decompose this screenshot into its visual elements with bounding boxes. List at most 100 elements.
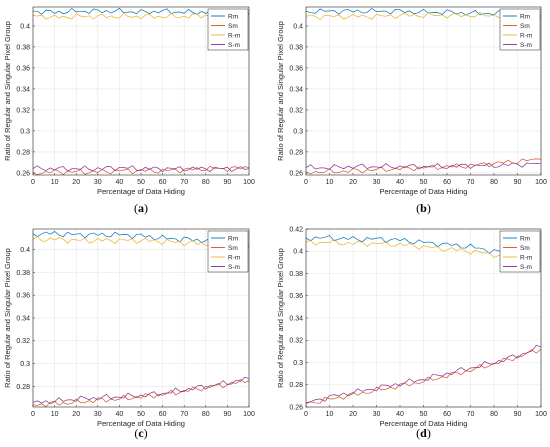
legend-label: Sm xyxy=(228,245,238,252)
series-line-s-m xyxy=(305,345,542,403)
x-tick-label: 30 xyxy=(94,179,102,186)
series-line-s-m xyxy=(32,165,250,173)
legend-label: Rm xyxy=(228,235,238,242)
x-tick-label: 60 xyxy=(443,411,451,418)
legend-label: S-m xyxy=(520,42,532,49)
x-tick-label: 20 xyxy=(72,179,80,186)
x-tick-label: 50 xyxy=(137,179,145,186)
y-tick-label: 0.32 xyxy=(16,338,30,345)
x-tick-label: 70 xyxy=(180,179,188,186)
y-tick-label: 0.28 xyxy=(289,149,303,156)
x-tick-label: 10 xyxy=(326,179,334,186)
legend-label: Rm xyxy=(520,235,530,242)
legend-label: R-m xyxy=(520,254,532,261)
series-line-sm xyxy=(32,165,250,176)
legend: Rm Sm R-m S-m xyxy=(499,8,541,51)
caption-paren: ) xyxy=(427,201,431,215)
x-tick-label: 100 xyxy=(535,411,547,418)
x-tick-label: 0 xyxy=(31,179,35,186)
panel-caption: (b) xyxy=(416,201,431,215)
legend-label: S-m xyxy=(228,264,240,271)
y-tick-label: 0.38 xyxy=(16,44,30,51)
caption-letter: c xyxy=(138,426,144,440)
x-tick-label: 90 xyxy=(224,411,232,418)
y-tick-label: 0.26 xyxy=(289,170,303,177)
caption-paren: ( xyxy=(416,201,420,215)
y-tick-label: 0.3 xyxy=(293,360,303,367)
x-tick-label: 60 xyxy=(159,411,167,418)
y-tick-label: 0.28 xyxy=(16,149,30,156)
x-tick-label: 50 xyxy=(420,411,428,418)
y-axis-label: Ratio of Regular and Singular Pixel Grou… xyxy=(3,21,12,161)
x-tick-label: 90 xyxy=(514,179,522,186)
x-axis-label: Percentage of Data Hiding xyxy=(380,419,468,428)
x-tick-label: 50 xyxy=(420,179,428,186)
legend-label: S-m xyxy=(520,264,532,271)
x-tick-label: 90 xyxy=(224,179,232,186)
x-tick-label: 80 xyxy=(202,179,210,186)
y-tick-label: 0.4 xyxy=(293,249,303,256)
legend-label: R-m xyxy=(228,32,240,39)
y-axis-label: Ratio of Regular and Singular Pixel Grou… xyxy=(3,248,12,388)
x-tick-label: 80 xyxy=(490,179,498,186)
legend: Rm Sm R-m S-m xyxy=(207,8,249,51)
y-tick-label: 0.32 xyxy=(16,107,30,114)
x-tick-label: 40 xyxy=(396,411,404,418)
x-tick-label: 30 xyxy=(373,411,381,418)
x-axis-label: Percentage of Data Hiding xyxy=(97,419,185,428)
y-tick-label: 0.34 xyxy=(289,315,303,322)
x-tick-label: 0 xyxy=(31,411,35,418)
x-tick-label: 100 xyxy=(535,179,547,186)
x-tick-label: 70 xyxy=(467,411,475,418)
y-tick-label: 0.38 xyxy=(16,270,30,277)
x-tick-label: 40 xyxy=(116,411,124,418)
x-tick-label: 20 xyxy=(72,411,80,418)
y-tick-label: 0.26 xyxy=(16,170,30,177)
y-tick-label: 0.4 xyxy=(20,247,30,254)
x-tick-label: 40 xyxy=(116,179,124,186)
chart-panel-c: 0 10 20 30 40 50 60 70 80 90 100 0.28 0.3 0.32 0.34 0.3… xyxy=(3,228,255,440)
series-line-sm xyxy=(305,158,542,175)
legend-label: R-m xyxy=(520,32,532,39)
caption-paren: ( xyxy=(134,426,138,440)
legend-label: Rm xyxy=(520,13,530,20)
y-tick-label: 0.42 xyxy=(289,226,303,233)
series-line-sm xyxy=(32,379,250,408)
legend-label: Sm xyxy=(228,23,238,30)
x-tick-label: 20 xyxy=(349,179,357,186)
y-tick-label: 0.4 xyxy=(20,23,30,30)
x-tick-label: 70 xyxy=(467,179,475,186)
y-tick-label: 0.4 xyxy=(293,23,303,30)
y-tick-label: 0.34 xyxy=(16,315,30,322)
y-tick-label: 0.38 xyxy=(289,44,303,51)
x-tick-label: 40 xyxy=(396,179,404,186)
x-tick-label: 30 xyxy=(373,179,381,186)
caption-letter: a xyxy=(138,201,144,215)
y-axis-label: Ratio of Regular and Singular Pixel Grou… xyxy=(276,248,285,388)
x-tick-label: 100 xyxy=(243,411,255,418)
y-tick-label: 0.36 xyxy=(289,65,303,72)
x-tick-label: 80 xyxy=(202,411,210,418)
x-tick-label: 30 xyxy=(94,411,102,418)
series-line-sm xyxy=(305,348,542,404)
legend-label: Sm xyxy=(520,23,530,30)
x-tick-label: 10 xyxy=(51,411,59,418)
y-tick-label: 0.28 xyxy=(289,382,303,389)
x-tick-label: 70 xyxy=(180,411,188,418)
caption-paren: ) xyxy=(144,201,148,215)
y-tick-label: 0.3 xyxy=(20,361,30,368)
chart-panel-a: 0 10 20 30 40 50 60 70 80 90 100 0.26 0.28 0.3 0.32 0.3… xyxy=(3,6,255,215)
caption-letter: b xyxy=(420,201,427,215)
x-tick-label: 0 xyxy=(304,179,308,186)
y-tick-label: 0.3 xyxy=(293,128,303,135)
caption-paren: ) xyxy=(427,426,431,440)
legend-label: Sm xyxy=(520,245,530,252)
legend-label: R-m xyxy=(228,254,240,261)
x-axis-label: Percentage of Data Hiding xyxy=(380,187,468,196)
x-tick-label: 10 xyxy=(326,411,334,418)
y-tick-label: 0.28 xyxy=(16,384,30,391)
x-tick-label: 90 xyxy=(514,411,522,418)
y-axis-label: Ratio of Regular and Singular Pixel Grou… xyxy=(276,21,285,161)
legend: Rm Sm R-m S-m xyxy=(207,230,249,273)
